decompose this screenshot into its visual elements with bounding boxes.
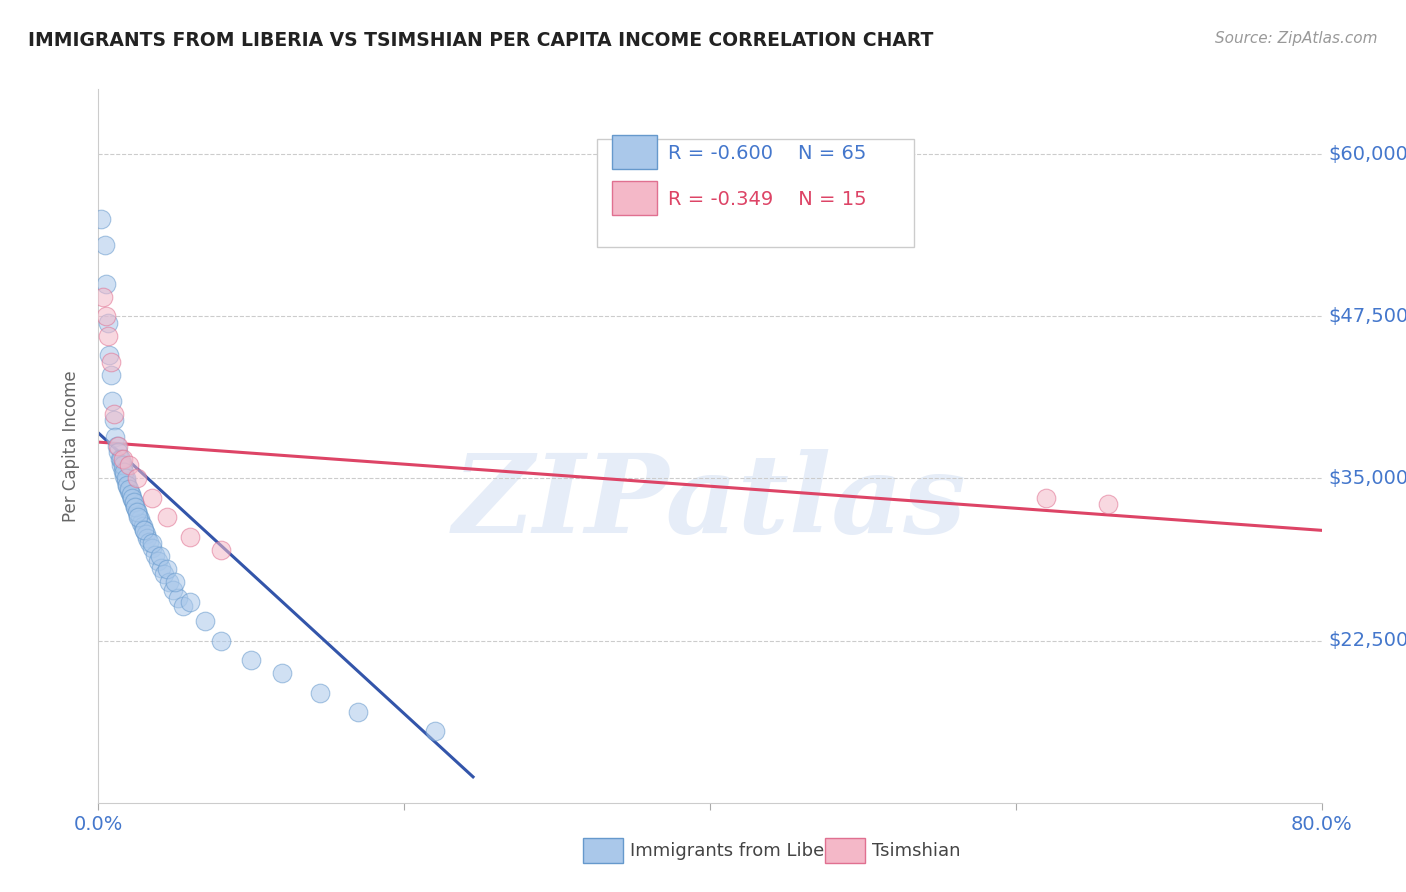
Point bbox=[111, 458, 134, 473]
Point bbox=[141, 541, 163, 556]
Point bbox=[128, 511, 150, 525]
Point bbox=[100, 354, 122, 368]
Point bbox=[179, 530, 201, 544]
Point bbox=[111, 464, 134, 478]
Point bbox=[94, 310, 117, 324]
Point bbox=[127, 508, 149, 522]
Point bbox=[121, 492, 143, 507]
Point bbox=[129, 516, 152, 530]
Point bbox=[108, 452, 131, 467]
Text: R = -0.349    N = 15: R = -0.349 N = 15 bbox=[668, 190, 868, 210]
Point bbox=[112, 468, 135, 483]
Point bbox=[135, 527, 157, 541]
Point bbox=[162, 582, 184, 597]
Point bbox=[110, 458, 132, 473]
Point bbox=[209, 633, 232, 648]
Point bbox=[101, 393, 124, 408]
Text: R = -0.600    N = 65: R = -0.600 N = 65 bbox=[668, 144, 866, 163]
Point bbox=[146, 554, 169, 568]
Point bbox=[118, 458, 141, 473]
Text: $60,000: $60,000 bbox=[1329, 145, 1406, 163]
Point bbox=[138, 535, 160, 549]
Point bbox=[134, 524, 156, 538]
Point bbox=[115, 474, 138, 488]
Point bbox=[107, 439, 129, 453]
Point bbox=[110, 452, 132, 467]
Point bbox=[118, 482, 141, 496]
Point bbox=[143, 548, 166, 562]
Point bbox=[118, 484, 141, 499]
Text: Immigrants from Liberia: Immigrants from Liberia bbox=[630, 842, 848, 860]
Point bbox=[112, 465, 135, 479]
Point bbox=[107, 445, 129, 459]
Text: $47,500: $47,500 bbox=[1329, 307, 1406, 326]
Point bbox=[97, 328, 120, 343]
Point bbox=[134, 524, 156, 538]
Point bbox=[94, 277, 117, 291]
Point bbox=[124, 500, 146, 514]
Point bbox=[121, 491, 143, 505]
Point bbox=[347, 705, 370, 719]
Text: $35,000: $35,000 bbox=[1329, 469, 1406, 488]
Point bbox=[125, 505, 148, 519]
Point bbox=[120, 487, 142, 501]
Point bbox=[103, 407, 125, 421]
Point bbox=[97, 316, 120, 330]
Point bbox=[1035, 491, 1057, 505]
Point bbox=[153, 567, 176, 582]
Point bbox=[194, 614, 217, 628]
Point bbox=[157, 575, 180, 590]
Point bbox=[125, 504, 148, 518]
Point bbox=[93, 238, 115, 252]
Point bbox=[156, 562, 179, 576]
Point bbox=[124, 500, 146, 514]
Point bbox=[309, 685, 332, 699]
Text: Source: ZipAtlas.com: Source: ZipAtlas.com bbox=[1215, 31, 1378, 46]
Point bbox=[132, 519, 155, 533]
Point bbox=[127, 510, 149, 524]
Point bbox=[98, 348, 121, 362]
Point bbox=[270, 666, 292, 681]
Point bbox=[156, 510, 179, 524]
Point bbox=[105, 439, 128, 453]
Point bbox=[141, 491, 163, 505]
Point bbox=[90, 211, 112, 226]
Text: $22,500: $22,500 bbox=[1329, 632, 1406, 650]
Point bbox=[103, 413, 125, 427]
Point bbox=[100, 368, 122, 382]
Point bbox=[125, 471, 148, 485]
Point bbox=[209, 542, 232, 557]
Y-axis label: Per Capita Income: Per Capita Income bbox=[62, 370, 80, 522]
Point bbox=[172, 599, 194, 613]
Point bbox=[149, 549, 172, 564]
Point bbox=[120, 488, 142, 502]
Point bbox=[240, 653, 263, 667]
Point bbox=[1097, 497, 1119, 511]
Point bbox=[167, 591, 190, 605]
Point bbox=[141, 536, 163, 550]
Point bbox=[179, 595, 201, 609]
Point bbox=[136, 531, 159, 545]
Text: Tsimshian: Tsimshian bbox=[872, 842, 960, 860]
Text: ZIPatlas: ZIPatlas bbox=[453, 450, 967, 557]
Point bbox=[122, 495, 145, 509]
Point bbox=[122, 496, 145, 510]
Point bbox=[115, 471, 138, 485]
Point bbox=[104, 430, 127, 444]
Point bbox=[150, 561, 173, 575]
Text: IMMIGRANTS FROM LIBERIA VS TSIMSHIAN PER CAPITA INCOME CORRELATION CHART: IMMIGRANTS FROM LIBERIA VS TSIMSHIAN PER… bbox=[28, 31, 934, 50]
Point bbox=[117, 479, 139, 493]
Point bbox=[163, 575, 186, 590]
Point bbox=[111, 452, 134, 467]
Point bbox=[423, 724, 446, 739]
Point bbox=[91, 290, 114, 304]
Point bbox=[117, 478, 139, 492]
